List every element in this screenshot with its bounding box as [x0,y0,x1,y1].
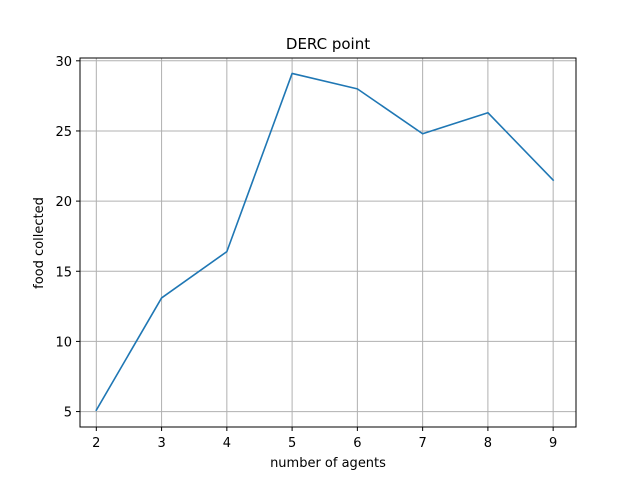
y-tick-label: 15 [55,265,72,280]
y-tick-label: 25 [55,125,72,140]
x-tick-label: 6 [353,436,361,451]
axes-frame [79,57,577,428]
chart-title: DERC point [286,35,370,53]
y-tick-label: 20 [55,195,72,210]
y-axis-title: food collected [32,197,47,289]
x-tick-label: 3 [157,436,165,451]
x-tick-label: 5 [288,436,296,451]
grid-lines [80,58,576,427]
series-line [95,72,555,412]
x-tick-label: 7 [418,436,426,451]
y-tick-label: 5 [64,406,72,421]
y-tick-label: 10 [55,335,72,350]
series-lines [95,72,555,412]
plot-frame [79,57,577,428]
x-axis-title: number of agents [270,456,386,471]
axis-ticks: 2 3 4 5 6 7 8 9 5 10 15 20 25 30 [55,55,557,451]
x-tick-label: 4 [223,436,231,451]
y-tick-label: 30 [55,55,72,70]
x-tick-label: 2 [92,436,100,451]
x-tick-label: 9 [549,436,557,451]
x-tick-label: 8 [484,436,492,451]
